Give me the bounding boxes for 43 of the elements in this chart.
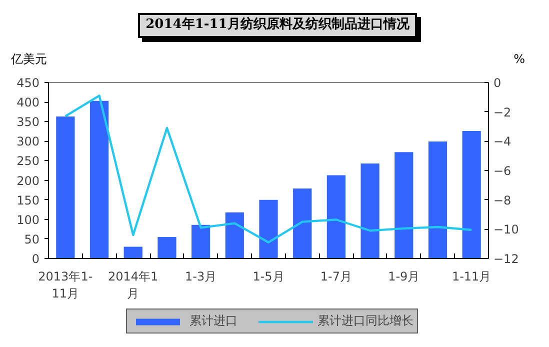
y-axis-title: 亿美元 <box>11 51 47 68</box>
y2-tick-label: 0 <box>494 76 502 90</box>
y-tick-label: 450 <box>16 76 40 90</box>
y2-tick-label: −10 <box>494 222 519 237</box>
x-tick-label: 2013年1-11月 <box>38 270 93 300</box>
y-tick-label: 150 <box>16 193 40 208</box>
x-tick-label: 1-7月 <box>320 270 352 284</box>
bar <box>428 142 448 258</box>
bar <box>124 246 142 258</box>
y2-tick-label: −8 <box>494 193 512 208</box>
bar <box>56 116 75 258</box>
x-tick-label: 1-5月 <box>252 270 284 284</box>
y-tick-label: 350 <box>16 115 40 130</box>
chart-title: 2014年1-11月纺织原料及纺织制品进口情况 <box>138 13 418 38</box>
line-series <box>64 94 473 244</box>
y-tick-label: 0 <box>32 252 40 266</box>
bar <box>293 188 312 258</box>
bar <box>225 212 244 258</box>
y2-tick-label: −4 <box>494 134 512 149</box>
y2-axis-title: % <box>514 51 525 68</box>
x-tick-label: 1-9月 <box>388 270 420 284</box>
bar <box>462 131 481 258</box>
y-tick-label: 400 <box>16 96 40 110</box>
x-tick-label: 1-11月 <box>452 270 492 284</box>
x-tick-label: 1-3月 <box>185 270 217 284</box>
bar <box>394 152 414 258</box>
legend-label: 累计进口同比增长 <box>318 312 414 330</box>
y-tick-label: 50 <box>24 232 40 246</box>
bar <box>259 200 278 258</box>
bar <box>158 236 176 258</box>
y2-tick-label: −12 <box>494 252 519 266</box>
bar <box>90 100 109 258</box>
y2-tick-label: −2 <box>494 105 512 120</box>
y-tick-label: 250 <box>16 154 40 168</box>
bar <box>360 163 380 258</box>
y-tick-label: 300 <box>16 134 40 149</box>
bar <box>192 224 210 258</box>
y-tick-label: 200 <box>16 174 40 188</box>
bar <box>326 175 346 258</box>
y2-tick-label: −6 <box>494 164 512 178</box>
legend-label: 累计进口 <box>190 312 238 330</box>
y-tick-label: 100 <box>16 212 40 227</box>
x-tick-label: 2014年1月 <box>108 270 158 300</box>
